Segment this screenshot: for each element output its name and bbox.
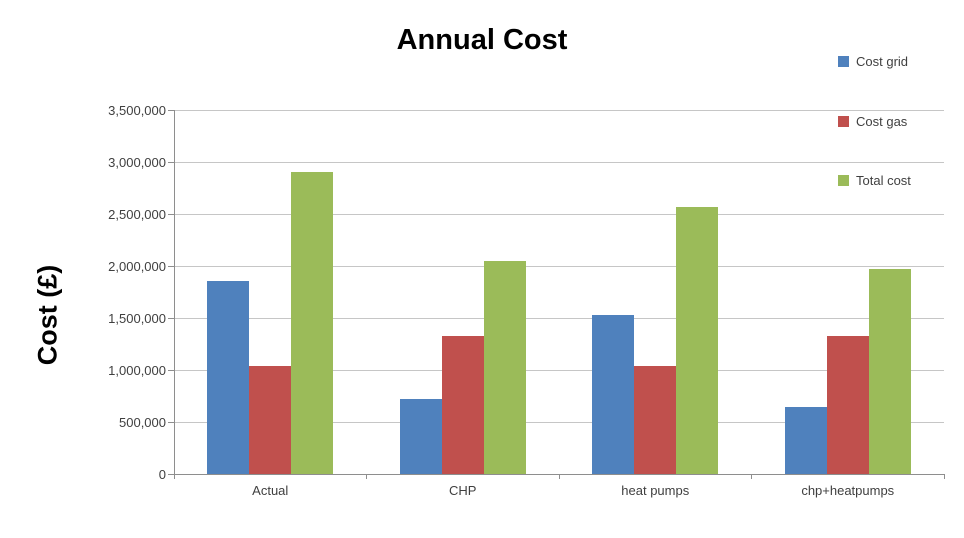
y-axis-tick-label: 3,500,000: [108, 103, 166, 118]
bar-cost-grid-chp+heatpumps: [784, 407, 827, 474]
x-axis-category-label: Actual: [252, 483, 289, 498]
y-axis-tick-label: 0: [158, 467, 166, 482]
gridline: [174, 317, 944, 319]
gridline: [174, 421, 944, 423]
chart-title: Annual Cost: [396, 24, 568, 56]
y-axis-tick-mark: [168, 421, 174, 423]
legend-label: Cost grid: [856, 54, 909, 69]
x-axis-category-label: CHP: [449, 483, 477, 498]
y-axis-tick-label: 1,500,000: [108, 311, 166, 326]
x-axis-tick-mark: [558, 474, 560, 479]
bar-cost-gas-heat-pumps: [634, 365, 677, 474]
bar-cost-gas-actual: [249, 365, 292, 474]
legend-label: Cost gas: [856, 113, 908, 129]
y-axis-tick-label: 3,000,000: [108, 155, 166, 170]
x-axis-category-label: chp+heatpumps: [801, 483, 895, 498]
y-axis-tick-mark: [168, 317, 174, 319]
gridline: [174, 213, 944, 215]
x-axis-category-label: heat pumps: [621, 483, 690, 498]
bar-total-cost-heat-pumps: [676, 206, 719, 474]
legend-item-cost-grid: Cost grid: [838, 54, 908, 69]
gridline: [174, 109, 944, 111]
bar-total-cost-actual: [291, 172, 334, 474]
x-axis-tick-mark: [751, 474, 752, 479]
legend-marker-icon: [838, 115, 849, 127]
y-axis-tick-label: 1,000,000: [108, 363, 166, 378]
x-axis-line: [174, 473, 944, 475]
legend-marker-icon: [838, 56, 849, 67]
bar-total-cost-chp: [483, 260, 526, 474]
y-axis-tick-mark: [168, 265, 174, 267]
gridline: [174, 161, 944, 163]
bar-cost-grid-chp: [399, 399, 442, 474]
x-axis-tick-mark: [366, 474, 367, 479]
bar-cost-gas-chp: [441, 335, 484, 474]
y-axis-tick-mark: [168, 109, 174, 111]
bar-cost-grid-actual: [207, 280, 250, 474]
legend-item-total-cost: Total cost: [838, 173, 911, 188]
y-axis-tick-mark: [168, 161, 174, 163]
x-axis-tick-mark: [173, 474, 175, 479]
y-axis-tick-label: 500,000: [119, 415, 166, 430]
y-axis-tick-mark: [168, 213, 174, 215]
legend-item-cost-gas: Cost gas: [838, 114, 907, 129]
bar-total-cost-chp+heatpumps: [868, 269, 911, 474]
bar-cost-grid-heat-pumps: [592, 314, 635, 474]
gridline: [174, 369, 944, 371]
bar-cost-gas-chp+heatpumps: [826, 335, 869, 474]
y-axis-tick-mark: [168, 473, 174, 475]
y-axis-tick-label: 2,500,000: [108, 207, 166, 222]
y-axis-tick-mark: [168, 369, 174, 371]
y-axis-line: [173, 110, 175, 474]
legend-label: Total cost: [856, 173, 911, 188]
y-axis-tick-label: 2,000,000: [108, 259, 166, 274]
x-axis-tick-mark: [943, 474, 945, 479]
legend-marker-icon: [838, 175, 849, 186]
gridline: [174, 265, 944, 267]
